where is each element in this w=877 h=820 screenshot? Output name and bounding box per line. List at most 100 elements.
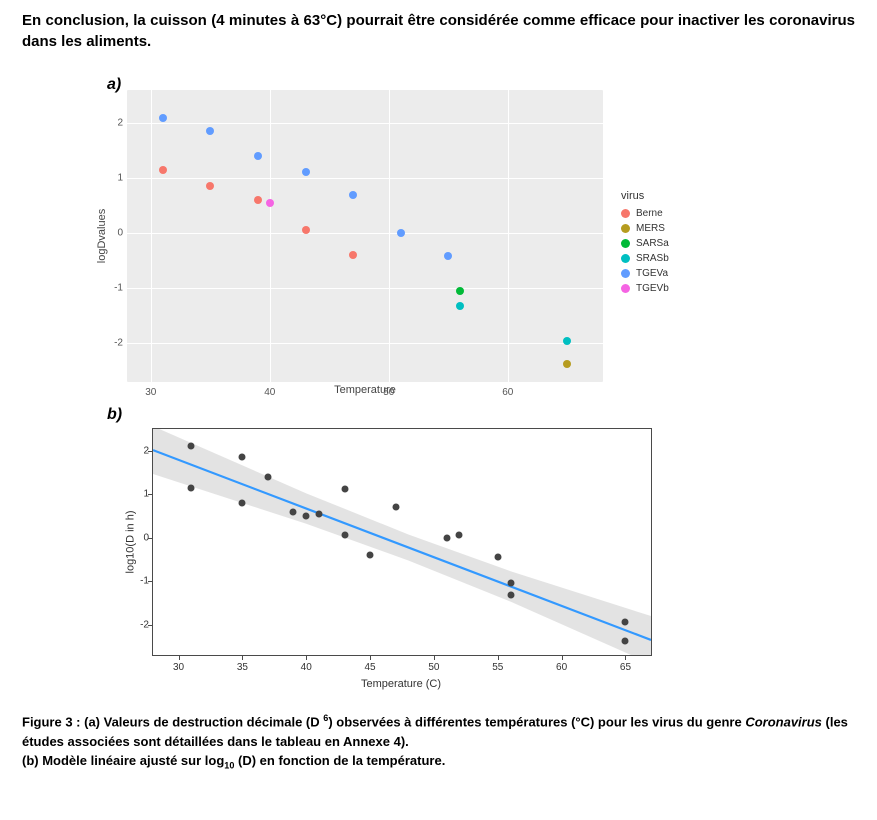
- chart-a-legend: virus Berne MERS SARSa SRASb TGEVa TGEVb: [621, 190, 669, 296]
- y-tick-label: 0: [105, 228, 123, 239]
- x-tick-mark: [625, 655, 626, 660]
- data-point: [507, 592, 514, 599]
- caption-part: (D) en fonction de la température.: [234, 753, 445, 768]
- legend-item: SRASb: [621, 251, 669, 266]
- y-tick-label: 1: [105, 173, 123, 184]
- caption-part: (b) Modèle linéaire ajusté sur log: [22, 753, 224, 768]
- x-tick-mark: [306, 655, 307, 660]
- chart-a-container: logDvalues -2-101230405060 Temperature v…: [127, 90, 855, 396]
- figure-caption: Figure 3 : (a) Valeurs de destruction dé…: [22, 712, 855, 774]
- legend-dot: [621, 284, 630, 293]
- gridline-h: [127, 178, 603, 179]
- y-tick-label: -2: [127, 619, 149, 630]
- data-point: [456, 302, 464, 310]
- legend-label: SARSa: [636, 238, 669, 249]
- y-tick-label: 2: [105, 118, 123, 129]
- gridline-h: [127, 123, 603, 124]
- gridline-h: [127, 288, 603, 289]
- data-point: [316, 510, 323, 517]
- conclusion-text: En conclusion, la cuisson (4 minutes à 6…: [22, 10, 855, 52]
- legend-label: SRASb: [636, 253, 669, 264]
- data-point: [159, 114, 167, 122]
- x-tick-mark: [562, 655, 563, 660]
- legend-item: TGEVa: [621, 266, 669, 281]
- legend-dot: [621, 239, 630, 248]
- chart-b-overlay: [153, 429, 651, 655]
- gridline-v: [389, 90, 390, 382]
- caption-part: Figure 3 : (a) Valeurs de destruction dé…: [22, 714, 323, 729]
- x-tick-mark: [370, 655, 371, 660]
- data-point: [392, 504, 399, 511]
- data-point: [302, 226, 310, 234]
- data-point: [456, 287, 464, 295]
- x-tick-label: 65: [620, 662, 631, 673]
- x-tick-label: 30: [145, 387, 156, 398]
- x-tick-label: 45: [365, 662, 376, 673]
- legend-item: MERS: [621, 221, 669, 236]
- legend-dot: [621, 224, 630, 233]
- legend-label: Berne: [636, 208, 663, 219]
- scatter-chart-b: log10(D in h) -2-10123035404550556065: [152, 428, 652, 656]
- data-point: [367, 552, 374, 559]
- data-point: [302, 168, 310, 176]
- y-tick-label: -2: [105, 338, 123, 349]
- legend-item: Berne: [621, 206, 669, 221]
- chart-b-x-axis-title: Temperature (C): [152, 678, 650, 690]
- data-point: [239, 499, 246, 506]
- data-point: [622, 619, 629, 626]
- data-point: [349, 251, 357, 259]
- panel-b-label: b): [107, 406, 855, 424]
- y-tick-label: 0: [127, 532, 149, 543]
- legend-dot: [621, 269, 630, 278]
- data-point: [443, 534, 450, 541]
- chart-b-container: log10(D in h) -2-10123035404550556065 Te…: [152, 428, 855, 690]
- x-tick-mark: [434, 655, 435, 660]
- data-point: [290, 508, 297, 515]
- legend-item: SARSa: [621, 236, 669, 251]
- legend-item: TGEVb: [621, 281, 669, 296]
- legend-label: TGEVa: [636, 268, 668, 279]
- x-tick-label: 55: [492, 662, 503, 673]
- gridline-h: [127, 233, 603, 234]
- x-tick-label: 30: [173, 662, 184, 673]
- data-point: [494, 554, 501, 561]
- gridline-h: [127, 343, 603, 344]
- data-point: [159, 166, 167, 174]
- caption-em: Coronavirus: [745, 714, 822, 729]
- regression-line: [153, 450, 651, 640]
- legend-title: virus: [621, 190, 669, 202]
- data-point: [188, 484, 195, 491]
- scatter-chart-a: logDvalues -2-101230405060: [127, 90, 603, 382]
- data-point: [188, 443, 195, 450]
- data-point: [303, 512, 310, 519]
- data-point: [563, 360, 571, 368]
- data-point: [206, 182, 214, 190]
- data-point: [349, 191, 357, 199]
- data-point: [341, 485, 348, 492]
- data-point: [254, 152, 262, 160]
- y-tick-label: 2: [127, 445, 149, 456]
- x-tick-label: 40: [264, 387, 275, 398]
- legend-dot: [621, 254, 630, 263]
- chart-a-x-axis-title: Temperature: [127, 384, 603, 396]
- data-point: [254, 196, 262, 204]
- data-point: [444, 252, 452, 260]
- data-point: [239, 454, 246, 461]
- y-tick-label: -1: [105, 283, 123, 294]
- confidence-band: [153, 429, 651, 655]
- x-tick-mark: [498, 655, 499, 660]
- legend-dot: [621, 209, 630, 218]
- y-tick-label: -1: [127, 576, 149, 587]
- gridline-v: [270, 90, 271, 382]
- caption-part: ) observées à différentes températures (…: [328, 714, 745, 729]
- data-point: [341, 532, 348, 539]
- y-tick-label: 1: [127, 489, 149, 500]
- data-point: [563, 337, 571, 345]
- data-point: [456, 532, 463, 539]
- data-point: [264, 473, 271, 480]
- gridline-v: [508, 90, 509, 382]
- legend-label: TGEVb: [636, 283, 669, 294]
- caption-sub: 10: [224, 761, 234, 771]
- x-tick-label: 60: [502, 387, 513, 398]
- data-point: [397, 229, 405, 237]
